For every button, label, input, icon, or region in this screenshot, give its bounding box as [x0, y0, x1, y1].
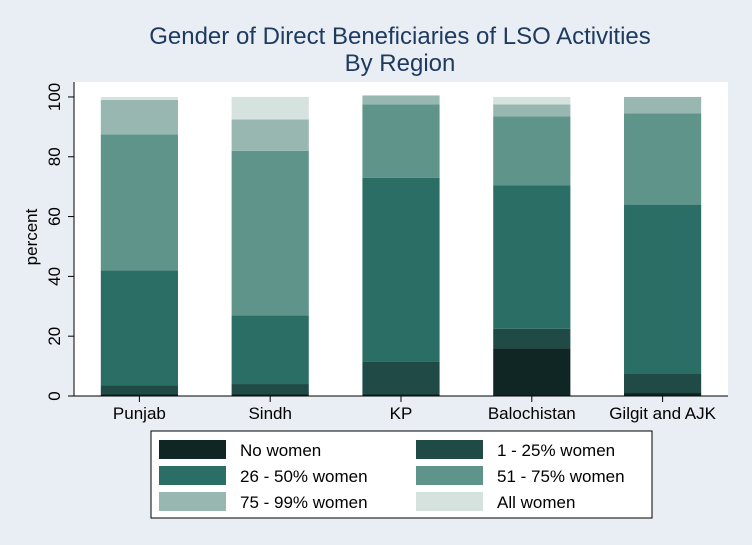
bar-segment — [100, 394, 178, 396]
bar-segment — [231, 96, 309, 120]
bar-segment — [362, 104, 440, 178]
bar-segment — [624, 373, 702, 394]
legend-label: 26 - 50% women — [240, 467, 368, 486]
bar-segment — [231, 315, 309, 385]
bar-segment — [493, 104, 571, 117]
chart-subtitle: By Region — [345, 50, 456, 77]
bar-segment — [624, 96, 702, 114]
bar-segment — [624, 393, 702, 396]
legend-box — [150, 430, 653, 519]
bar-segment — [362, 361, 440, 395]
legend-label: 75 - 99% women — [240, 493, 368, 512]
y-tick-label: 80 — [45, 147, 64, 166]
legend-swatch — [416, 440, 483, 459]
y-tick-label: 100 — [45, 83, 64, 111]
bar-segment — [100, 134, 178, 271]
legend-label: All women — [497, 493, 575, 512]
bar-segment — [100, 99, 178, 135]
legend-label: 51 - 75% women — [497, 467, 625, 486]
bar-segment — [362, 177, 440, 362]
bar-segment — [362, 394, 440, 396]
bar-segment — [624, 113, 702, 205]
bar-segment — [493, 185, 571, 329]
bar-segment — [493, 328, 571, 349]
bar-segment — [100, 270, 178, 386]
y-tick-label: 0 — [45, 391, 64, 400]
legend-swatch — [159, 440, 226, 459]
chart-title: Gender of Direct Beneficiaries of LSO Ac… — [149, 23, 651, 50]
bar-segment — [493, 116, 571, 186]
legend-swatch — [416, 492, 483, 511]
legend-swatch — [416, 466, 483, 485]
y-tick-label: 20 — [45, 327, 64, 346]
y-tick-label: 60 — [45, 207, 64, 226]
x-tick-label: KP — [390, 404, 413, 423]
x-tick-label: Sindh — [248, 404, 291, 423]
bar-segment — [231, 150, 309, 316]
legend-label: 1 - 25% women — [497, 441, 615, 460]
bar-segment — [493, 348, 571, 396]
bar-segment — [231, 384, 309, 395]
bar-segment — [231, 394, 309, 396]
bar-segment — [231, 119, 309, 151]
bar-segment — [100, 385, 178, 395]
legend-swatch — [159, 492, 226, 511]
x-axis: Punjab Sindh KP Balochistan Gilgit and AJK — [113, 396, 717, 423]
legend: No women 1 - 25% women 26 - 50% women 51 - … — [150, 430, 653, 519]
bar-segment — [493, 96, 571, 105]
bar-segment — [624, 204, 702, 374]
y-axis: 0 20 40 60 80 100 — [45, 83, 74, 401]
legend-swatch — [159, 466, 226, 485]
y-axis-title: percent — [22, 208, 41, 265]
x-tick-label: Balochistan — [488, 404, 576, 423]
bar-segment — [362, 95, 440, 105]
x-tick-label: Punjab — [113, 404, 166, 423]
bar-segment — [100, 96, 178, 100]
x-tick-label: Gilgit and AJK — [609, 404, 716, 423]
y-tick-label: 40 — [45, 267, 64, 286]
legend-label: No women — [240, 441, 321, 460]
bars-group — [100, 95, 702, 396]
